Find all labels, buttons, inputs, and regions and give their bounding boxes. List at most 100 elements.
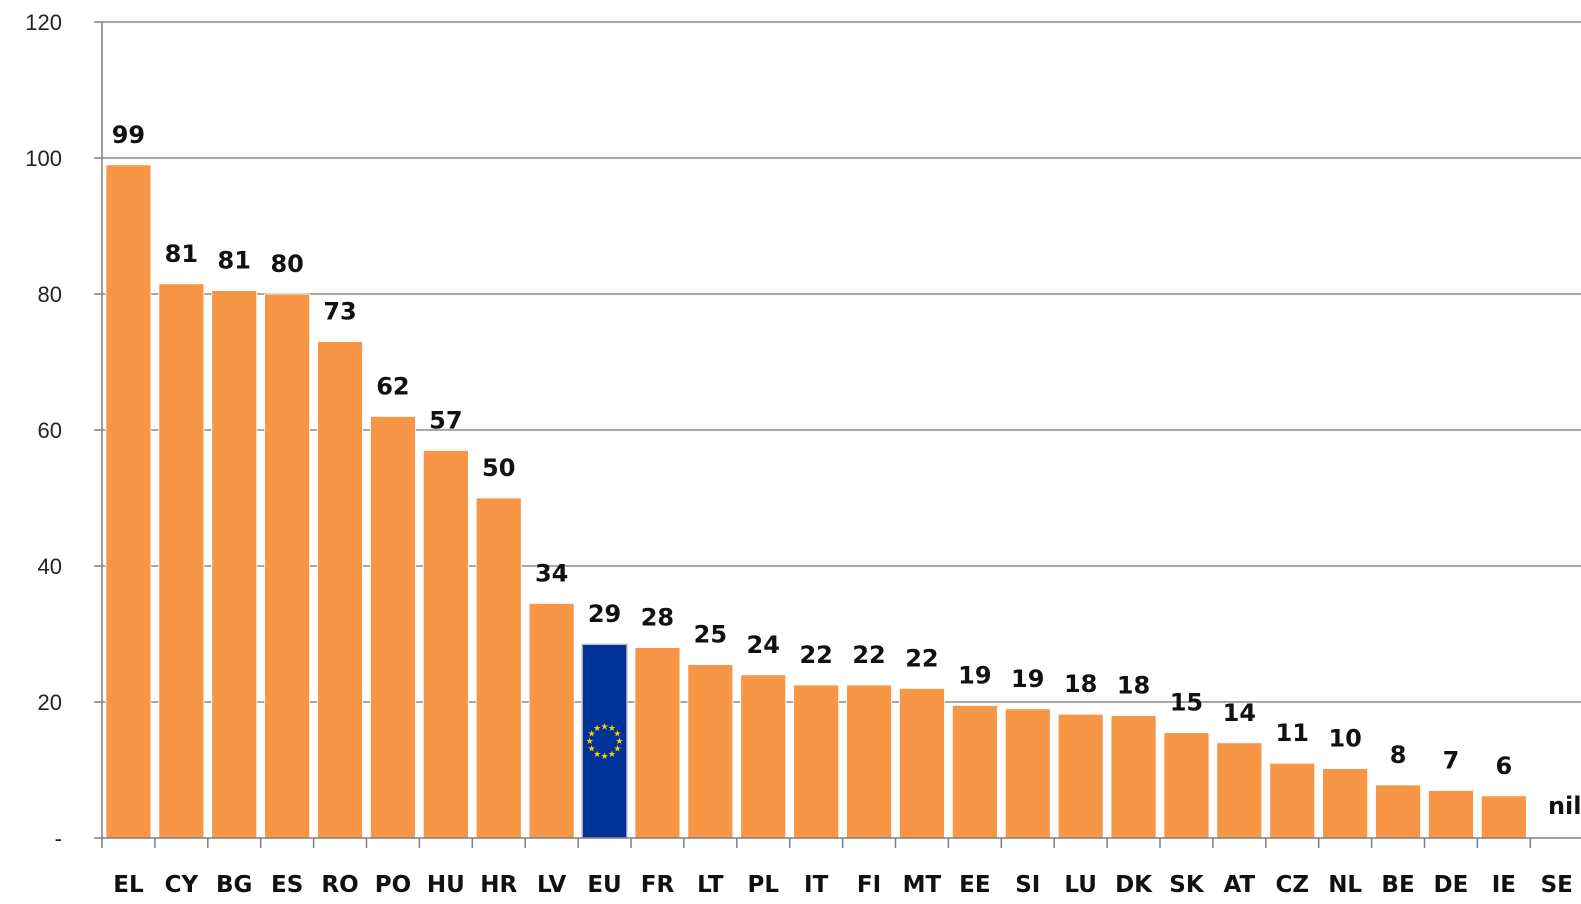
- x-tick-label-po: PO: [375, 872, 411, 898]
- x-tick-label-cy: CY: [165, 872, 199, 898]
- y-tick-label: 60: [38, 418, 62, 443]
- x-tick-label-be: BE: [1381, 872, 1414, 898]
- bar-fi: [846, 684, 892, 839]
- eu-star-icon: ★: [615, 737, 623, 747]
- data-label-po: 62: [376, 372, 409, 400]
- x-tick-label-nl: NL: [1328, 872, 1362, 898]
- data-label-bg: 81: [218, 247, 251, 275]
- x-tick-label-hr: HR: [480, 872, 517, 898]
- data-label-ro: 73: [323, 298, 356, 326]
- x-tick-label-hu: HU: [427, 872, 465, 898]
- bar-lv: [528, 603, 575, 839]
- data-label-cy: 81: [165, 240, 198, 268]
- eu-star-icon: ★: [608, 724, 616, 734]
- data-label-cz: 11: [1276, 719, 1309, 747]
- x-tick-label-ee: EE: [959, 872, 990, 898]
- x-tick-label-ro: RO: [321, 872, 358, 898]
- x-tick-label-se: SE: [1541, 872, 1573, 898]
- x-tick-label-pl: PL: [747, 872, 779, 898]
- y-tick-label: 100: [25, 146, 62, 171]
- data-label-se: nil: [1548, 792, 1581, 820]
- y-tick-label: 40: [38, 554, 62, 579]
- bar-el: [105, 164, 152, 839]
- bar-bg: [211, 290, 258, 839]
- bar-it: [793, 684, 840, 839]
- x-tick-label-at: AT: [1223, 872, 1255, 898]
- x-tick-label-cz: CZ: [1275, 872, 1309, 898]
- x-tick-label-bg: BG: [216, 872, 252, 898]
- data-labels: 99 EL 81 CY 81 BG 80 ES 73 RO 62 PO 57 HU 50 HR 34 LV 29 EU…: [112, 121, 1581, 898]
- eu-star-icon: ★: [608, 750, 616, 760]
- data-label-el: 99: [112, 121, 145, 149]
- bar-ie: [1480, 795, 1527, 839]
- bar-sk: [1163, 732, 1210, 839]
- x-tick-label-dk: DK: [1115, 872, 1153, 898]
- data-label-it: 22: [799, 641, 832, 669]
- x-tick-label-fr: FR: [641, 872, 675, 898]
- x-tick-label-ie: IE: [1492, 872, 1516, 898]
- x-tick-label-de: DE: [1434, 872, 1469, 898]
- bar-mt: [899, 688, 945, 839]
- eu-star-icon: ★: [601, 752, 609, 762]
- bar-po: [370, 415, 416, 839]
- data-label-hr: 50: [482, 454, 515, 482]
- data-label-lu: 18: [1064, 670, 1097, 698]
- data-label-mt: 22: [905, 644, 938, 672]
- bar-cz: [1269, 762, 1316, 839]
- data-label-hu: 57: [429, 406, 462, 434]
- bar-fr: [634, 647, 681, 839]
- bar-at: [1216, 742, 1263, 839]
- data-label-fi: 22: [852, 641, 885, 669]
- x-tick-label-si: SI: [1015, 872, 1040, 898]
- eu-star-icon: ★: [588, 730, 596, 740]
- y-tick-label: 120: [25, 10, 62, 35]
- bar-nl: [1322, 768, 1369, 839]
- eu-star-icon: ★: [601, 722, 609, 732]
- bar-hr: [475, 497, 522, 839]
- bar-hu: [422, 449, 469, 839]
- y-tick-label: -: [55, 826, 62, 851]
- data-label-eu: 29: [588, 600, 621, 628]
- y-tick-label: 80: [38, 282, 62, 307]
- data-label-dk: 18: [1117, 672, 1150, 700]
- y-tick-label: 20: [38, 690, 62, 715]
- eu-star-icon: ★: [588, 745, 596, 755]
- x-tick-label-lv: LV: [537, 872, 566, 898]
- bar-es: [264, 293, 311, 839]
- data-label-sk: 15: [1170, 689, 1203, 717]
- bar-ee: [951, 705, 998, 839]
- eu-star-icon: ★: [593, 724, 601, 734]
- bar-lu: [1057, 713, 1104, 839]
- data-label-es: 80: [270, 250, 303, 278]
- eu-star-icon: ★: [613, 745, 621, 755]
- data-label-nl: 10: [1328, 725, 1361, 753]
- data-label-pl: 24: [747, 631, 780, 659]
- x-tick-label-fi: FI: [857, 872, 881, 898]
- data-label-si: 19: [1011, 665, 1044, 693]
- eu-star-icon: ★: [613, 730, 621, 740]
- x-tick-label-mt: MT: [903, 872, 942, 898]
- bar-si: [1004, 708, 1051, 839]
- eu-star-icon: ★: [586, 737, 594, 747]
- x-tick-label-eu: EU: [587, 872, 621, 898]
- bar-cy: [158, 283, 205, 839]
- bar-dk: [1110, 715, 1157, 839]
- x-tick-label-lu: LU: [1064, 872, 1097, 898]
- x-tick-label-it: IT: [804, 872, 829, 898]
- x-tick-label-sk: SK: [1169, 872, 1205, 898]
- bar-de: [1428, 790, 1474, 839]
- bar-pl: [740, 674, 787, 839]
- x-tick-label-es: ES: [271, 872, 303, 898]
- bars: ★ ★★★★★★★★★★★: [105, 164, 1527, 839]
- data-label-at: 14: [1223, 699, 1256, 727]
- bar-ro: [317, 341, 363, 839]
- data-label-lt: 25: [694, 621, 727, 649]
- data-label-fr: 28: [641, 604, 674, 632]
- data-label-ee: 19: [958, 661, 991, 689]
- data-label-de: 7: [1443, 746, 1460, 774]
- x-tick-label-el: EL: [113, 872, 144, 898]
- data-label-be: 8: [1390, 741, 1407, 769]
- x-tick-label-lt: LT: [697, 872, 724, 898]
- data-label-lv: 34: [535, 559, 568, 587]
